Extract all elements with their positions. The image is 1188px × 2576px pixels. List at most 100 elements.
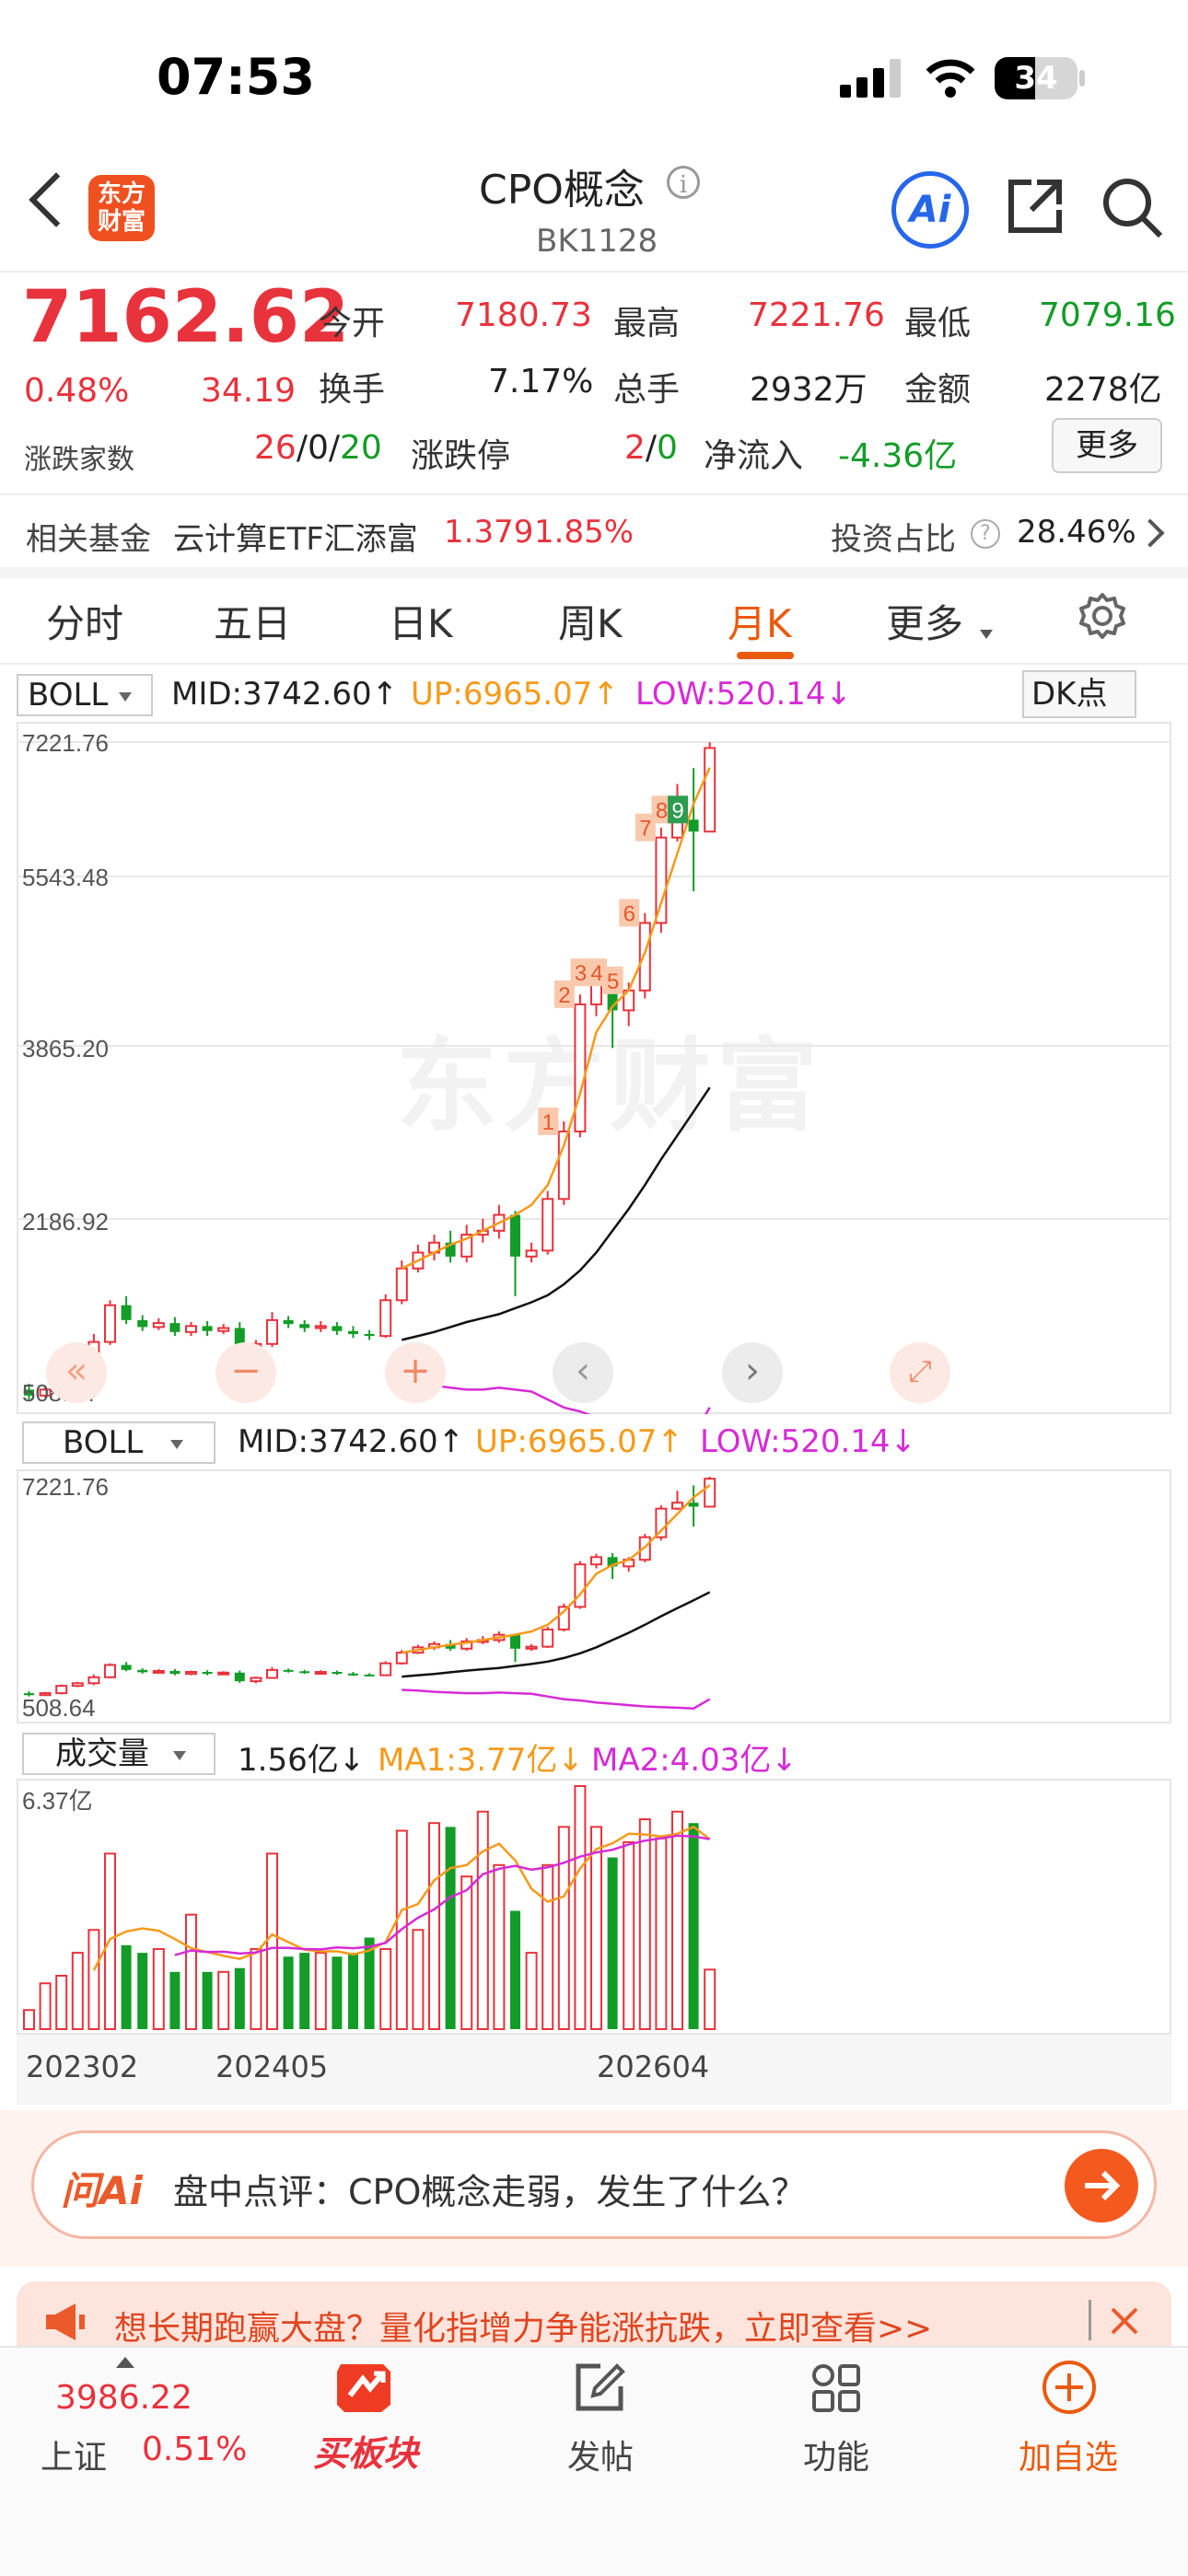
candle-body (542, 1628, 554, 1648)
ai-button[interactable]: Ai (891, 171, 969, 249)
candle-body (525, 1249, 538, 1258)
post-icon[interactable] (573, 2361, 626, 2414)
move-left-icon[interactable]: ‹ (553, 1342, 613, 1403)
more-button[interactable]: 更多 (1052, 418, 1162, 473)
move-right-icon[interactable]: › (722, 1342, 783, 1403)
index-pct[interactable]: 0.51% (142, 2431, 248, 2468)
main-chart-panel[interactable] (17, 722, 1171, 1414)
candle-body (395, 1267, 408, 1302)
buy-board-label[interactable]: 买板块 (313, 2433, 419, 2474)
search-icon[interactable] (1101, 177, 1164, 239)
sequence-marker: 6 (619, 899, 640, 927)
share-icon[interactable] (1006, 177, 1065, 236)
ask-ai-text[interactable]: 盘中点评：CPO概念走弱，发生了什么？ (173, 2172, 807, 2212)
tab-more[interactable]: 更多 (886, 601, 964, 646)
add-watchlist-icon[interactable] (1041, 2359, 1098, 2416)
buy-board-icon[interactable] (332, 2359, 398, 2416)
indicator-select-volume[interactable]: 成交量 (22, 1733, 215, 1775)
zoom-in-icon[interactable]: + (385, 1342, 446, 1403)
tab-daily-k[interactable]: 日K (389, 601, 453, 646)
info-icon[interactable]: i (667, 166, 700, 199)
main-candle (217, 1324, 230, 1334)
indicator-select-sub[interactable]: BOLL (22, 1421, 215, 1464)
last-price: 7162.62 (22, 276, 350, 359)
candle-body (542, 1198, 554, 1252)
sub-candle (704, 1477, 716, 1508)
back-icon[interactable] (29, 172, 84, 227)
add-watchlist-label[interactable]: 加自选 (1019, 2439, 1119, 2477)
sub-candlestick-chart[interactable] (17, 1469, 1171, 1723)
candle-body (460, 1234, 473, 1258)
tab-intraday[interactable]: 分时 (46, 601, 124, 646)
main-candle (364, 1329, 375, 1340)
settings-icon[interactable] (1077, 591, 1127, 641)
volume-bar (510, 1910, 520, 2029)
volume-chart[interactable] (17, 1779, 1171, 2035)
index-name[interactable]: 上证 (41, 2439, 108, 2477)
marker-bg (668, 795, 689, 824)
candle-body (445, 1242, 456, 1257)
candle-body (169, 1323, 181, 1332)
sub-candle (202, 1670, 213, 1676)
volume-bar (460, 1875, 473, 2031)
volume-bar (590, 1826, 602, 2030)
sub-chart-panel[interactable] (17, 1469, 1171, 1723)
candle-body (655, 1507, 668, 1538)
fullscreen-icon[interactable]: ⤢ (890, 1342, 950, 1403)
zoom-out-icon[interactable]: − (215, 1342, 276, 1403)
chevron-right-icon[interactable] (1136, 518, 1165, 548)
main-candle (152, 1317, 165, 1330)
candle-body (704, 1478, 716, 1508)
candle-body (137, 1669, 148, 1673)
volume-bar (476, 1810, 489, 2031)
tab-monthly-k[interactable]: 月K (728, 601, 792, 646)
main-candle (574, 994, 587, 1138)
index-value[interactable]: 3986.22 (55, 2379, 192, 2417)
candlestick-chart[interactable]: 1 23 4 5 6 78 9 (17, 722, 1171, 1414)
candle-body (185, 1671, 197, 1676)
limit-up: 2 (624, 429, 646, 467)
boll-mid: MID:3742.60↑ (171, 676, 399, 713)
tab-weekly-k[interactable]: 周K (558, 601, 623, 646)
x-label-0: 202302 (26, 2049, 139, 2084)
main-candle (655, 827, 668, 934)
fund-name[interactable]: 云计算ETF汇添富 (173, 521, 418, 558)
sub-candle (152, 1669, 165, 1674)
arrow-right-icon[interactable] (1065, 2149, 1138, 2222)
volume-bar (266, 1852, 278, 2031)
main-candle (379, 1294, 392, 1339)
sub-candle (24, 1690, 34, 1697)
rewind-icon[interactable]: « (46, 1342, 107, 1403)
sequence-marker: 4 (587, 958, 608, 987)
status-time: 07:53 (157, 48, 315, 106)
function-icon[interactable] (809, 2361, 862, 2414)
candle-body (299, 1324, 310, 1329)
change-value: 34.19 (201, 372, 297, 410)
ad-text[interactable]: 想长期跑赢大盘？量化指增力争能涨抗跌，立即查看>> (114, 2310, 933, 2348)
help-icon[interactable]: ? (971, 519, 1000, 549)
candle-body (557, 1606, 570, 1630)
volume-bar (152, 1947, 165, 2030)
main-candle (104, 1300, 116, 1345)
dk-point-button[interactable]: DK点 (1022, 670, 1136, 718)
candle-body (299, 1671, 310, 1674)
marker-text: 5 (607, 969, 619, 994)
marker-bg (651, 795, 672, 824)
close-icon[interactable] (1107, 2303, 1142, 2338)
candle-body (348, 1330, 358, 1334)
candle-body (104, 1304, 116, 1343)
volume-bar (623, 1840, 635, 2030)
candle-body (234, 1328, 245, 1354)
marker-bg (635, 813, 656, 841)
main-candle (704, 742, 716, 833)
volume-bar (557, 1826, 570, 2030)
indicator-select-main[interactable]: BOLL (17, 674, 153, 716)
ask-ai-box[interactable] (31, 2130, 1157, 2239)
function-label[interactable]: 功能 (803, 2439, 870, 2477)
tab-five-day[interactable]: 五日 (214, 601, 292, 646)
sub-candle (332, 1670, 343, 1676)
main-candle (348, 1326, 358, 1339)
sub-candle (379, 1661, 392, 1677)
post-label[interactable]: 发帖 (567, 2439, 635, 2477)
netflow-label: 净流入 (704, 437, 804, 475)
